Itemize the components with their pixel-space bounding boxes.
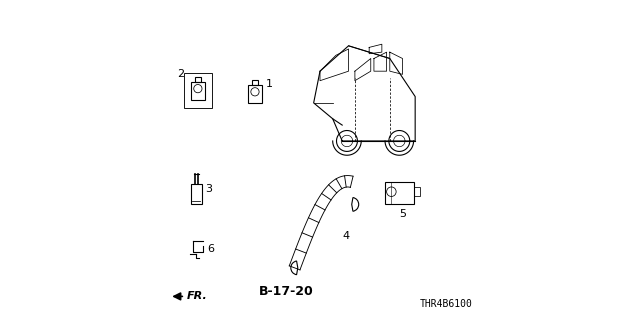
Bar (195, 76, 201, 82)
Text: 1: 1 (266, 79, 273, 89)
Text: 6: 6 (207, 244, 214, 254)
Bar (252, 80, 258, 85)
Bar (248, 85, 262, 103)
Text: 2: 2 (177, 69, 184, 79)
Text: FR.: FR. (187, 292, 207, 301)
Bar (385, 182, 413, 204)
Text: 5: 5 (399, 209, 406, 219)
Bar (413, 187, 420, 196)
Bar (191, 82, 205, 100)
Text: 3: 3 (205, 184, 212, 194)
Bar (191, 184, 202, 204)
Bar (184, 73, 212, 108)
Text: B-17-20: B-17-20 (259, 285, 314, 298)
Text: THR4B6100: THR4B6100 (419, 299, 472, 309)
Text: 4: 4 (342, 231, 349, 241)
